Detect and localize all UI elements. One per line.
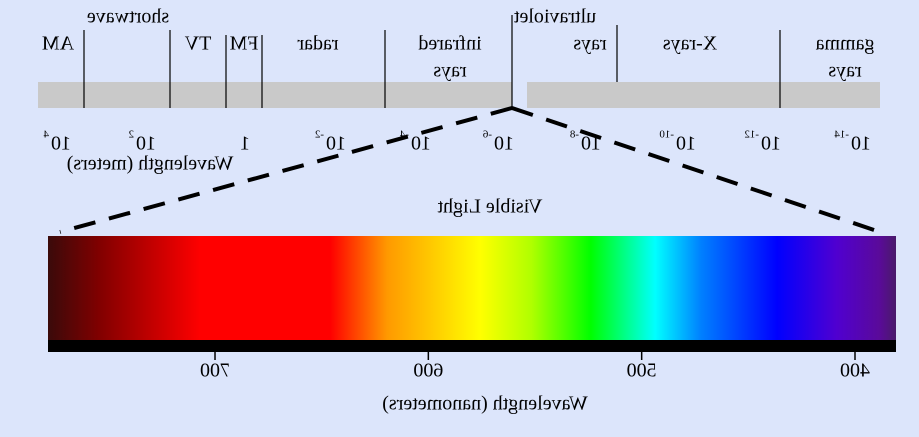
tick-base: 10	[676, 133, 696, 155]
wavelength-tick: 1	[240, 133, 250, 155]
band-label: FM	[229, 33, 258, 55]
tick-exponent: -4	[399, 129, 409, 141]
tick-base: 1	[240, 133, 250, 155]
visible-tick-label: 400	[840, 360, 870, 382]
wavelength-tick: 10-10	[659, 129, 696, 155]
band-label: rays	[573, 33, 607, 55]
tick-exponent: -10	[659, 129, 674, 141]
tick-exponent: -2	[315, 129, 324, 141]
zoom-lines	[59, 106, 881, 234]
wavelength-tick: 102	[129, 129, 157, 155]
band-label: gamma	[815, 33, 874, 55]
band-label: shortwave	[87, 6, 169, 28]
visible-axis-label: Wavelength (nanometers)	[382, 393, 588, 415]
wavelength-tick: 10-6	[482, 129, 514, 155]
band-label: AM	[42, 33, 74, 55]
band-dividers	[83, 15, 781, 108]
visible-title: Visible Light	[437, 196, 542, 218]
tick-base: 10	[581, 133, 601, 155]
wavelength-tick: 10-14	[834, 129, 871, 155]
tick-base: 10	[494, 133, 514, 155]
band-label: ultraviolet	[513, 6, 596, 28]
tick-base: 10	[136, 133, 156, 155]
mirrored-diagram: Visible Light Wavelength (nanometers) Wa…	[38, 6, 896, 415]
wavelength-tick: 104	[43, 129, 71, 155]
visible-tick-label: 500	[627, 360, 657, 382]
visible-tick-label: 600	[413, 360, 443, 382]
wavelength-tick: 10-4	[399, 129, 431, 155]
band-label: rays	[433, 60, 467, 82]
tick-exponent: -14	[834, 129, 849, 141]
wavelength-tick: 10-2	[315, 129, 346, 155]
tick-base: 10	[411, 133, 431, 155]
spectrum-bar	[38, 82, 512, 108]
visible-spectrum	[48, 236, 896, 340]
band-label: radar	[297, 33, 338, 55]
tick-base: 10	[51, 133, 71, 155]
tick-exponent: 4	[43, 129, 49, 141]
visible-axis-bar	[48, 340, 896, 352]
tick-exponent: -12	[744, 129, 759, 141]
tick-exponent: -8	[569, 129, 579, 141]
tick-base: 10	[326, 133, 346, 155]
band-label: infrared	[418, 33, 481, 55]
tick-exponent: -6	[482, 129, 492, 141]
tick-base: 10	[851, 133, 871, 155]
visible-tick-label: 700	[200, 360, 230, 382]
tick-base: 10	[761, 133, 781, 155]
wavelength-tick: 10-12	[744, 129, 781, 155]
spectrum-axis-label: Wavelength (meters)	[67, 153, 234, 175]
band-label: TV	[184, 33, 211, 55]
tick-exponent: 2	[129, 129, 135, 141]
band-label: rays	[828, 60, 862, 82]
spectrum-bar	[527, 82, 880, 108]
band-label: X-rays	[663, 33, 718, 55]
wavelength-tick: 10-8	[569, 129, 601, 155]
